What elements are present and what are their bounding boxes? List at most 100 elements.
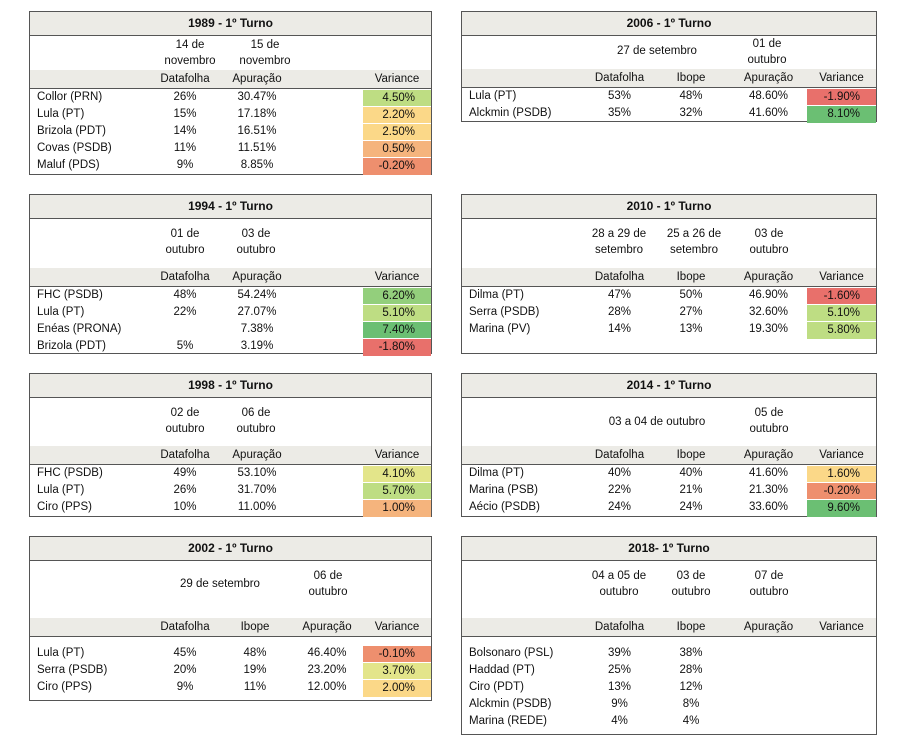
variance-cell: -0.10% bbox=[363, 645, 431, 663]
candidate-cell: Brizola (PDT) bbox=[37, 340, 107, 352]
variance-cell: 5.10% bbox=[363, 304, 431, 322]
variance-cell: -1.80% bbox=[363, 338, 431, 356]
date-header: 25 a 26 de setembro bbox=[666, 228, 722, 256]
candidate-cell: FHC (PSDB) bbox=[37, 467, 103, 479]
apuracao-cell: 21.30% bbox=[748, 484, 788, 496]
apuracao-cell: 7.38% bbox=[240, 323, 274, 335]
date-header: 15 de novembro bbox=[239, 39, 291, 67]
date-header: 02 de outubro bbox=[165, 407, 205, 435]
apuracao-cell: 32.60% bbox=[748, 306, 788, 318]
apuracao-cell: 30.47% bbox=[237, 91, 277, 103]
datafolha-cell: 35% bbox=[607, 107, 632, 119]
variance-cell: 2.20% bbox=[363, 106, 431, 124]
table-row: Haddad (PT) 25% 28% bbox=[462, 662, 876, 679]
table-row: Lula (PT) 15% 17.18% 2.20% bbox=[30, 106, 431, 124]
table-1994: 1994 - 1º Turno 01 de outubro 03 de outu… bbox=[29, 194, 432, 356]
variance-cell: 0.50% bbox=[363, 140, 431, 158]
table-row: Serra (PSDB) 20% 19% 23.20% 3.70% bbox=[30, 662, 431, 680]
ibope-cell: 48% bbox=[243, 647, 267, 659]
column-header-row: Datafolha Ibope Apuração Variance bbox=[30, 618, 431, 637]
candidate-cell: Serra (PSDB) bbox=[37, 664, 108, 676]
ibope-cell: 24% bbox=[679, 501, 703, 513]
col-apuracao: Apuração bbox=[232, 449, 282, 461]
table-row: Maluf (PDS) 9% 8.85% -0.20% bbox=[30, 157, 431, 175]
variance-cell: 5.10% bbox=[807, 304, 876, 322]
candidate-cell: Marina (PSB) bbox=[469, 484, 539, 496]
apuracao-cell: 41.60% bbox=[748, 107, 788, 119]
candidate-cell: Collor (PRN) bbox=[37, 91, 103, 103]
table-title: 2002 - 1º Turno bbox=[30, 537, 431, 561]
apuracao-cell: 46.90% bbox=[748, 289, 788, 301]
variance-cell: 7.40% bbox=[363, 321, 431, 339]
apuracao-cell: 33.60% bbox=[748, 501, 788, 513]
candidate-cell: Haddad (PT) bbox=[469, 664, 535, 676]
datafolha-cell: 53% bbox=[607, 90, 632, 102]
candidate-cell: Ciro (PDT) bbox=[469, 681, 524, 693]
date-header: 05 de outubro bbox=[749, 407, 789, 435]
variance-cell: 9.60% bbox=[807, 499, 876, 517]
date-header: 03 de outubro bbox=[236, 228, 276, 256]
candidate-cell: Alckmin (PSDB) bbox=[469, 698, 552, 710]
table-row: Covas (PSDB) 11% 11.51% 0.50% bbox=[30, 140, 431, 158]
candidate-cell: Lula (PT) bbox=[469, 90, 517, 102]
col-variance: Variance bbox=[374, 449, 420, 461]
column-header-row: Datafolha Apuração Variance bbox=[30, 268, 431, 287]
variance-cell: -0.20% bbox=[807, 482, 876, 500]
table-row: Lula (PT) 26% 31.70% 5.70% bbox=[30, 482, 431, 500]
apuracao-cell: 27.07% bbox=[237, 306, 277, 318]
col-ibope: Ibope bbox=[676, 449, 706, 461]
candidate-cell: Marina (PV) bbox=[469, 323, 531, 335]
table-row: Marina (REDE) 4% 4% bbox=[462, 713, 876, 730]
candidate-cell: Serra (PSDB) bbox=[469, 306, 540, 318]
col-datafolha: Datafolha bbox=[594, 271, 645, 283]
date-header: 29 de setembro bbox=[180, 578, 260, 590]
apuracao-cell: 19.30% bbox=[748, 323, 788, 335]
col-datafolha: Datafolha bbox=[594, 449, 645, 461]
table-row: Lula (PT) 53% 48% 48.60% -1.90% bbox=[462, 88, 876, 106]
datafolha-cell: 9% bbox=[611, 698, 628, 710]
col-datafolha: Datafolha bbox=[594, 72, 645, 84]
table-row: Alckmin (PSDB) 9% 8% bbox=[462, 696, 876, 713]
table-row: Ciro (PPS) 10% 11.00% 1.00% bbox=[30, 499, 431, 517]
ibope-cell: 32% bbox=[679, 107, 703, 119]
table-row: Alckmin (PSDB) 35% 32% 41.60% 8.10% bbox=[462, 105, 876, 123]
datafolha-cell: 22% bbox=[173, 306, 197, 318]
candidate-cell: Marina (REDE) bbox=[469, 715, 547, 727]
datafolha-cell: 25% bbox=[607, 664, 632, 676]
datafolha-cell: 45% bbox=[173, 647, 197, 659]
table-1998: 1998 - 1º Turno 02 de outubro 06 de outu… bbox=[29, 373, 432, 517]
col-apuracao: Apuração bbox=[743, 271, 794, 283]
datafolha-cell: 47% bbox=[607, 289, 632, 301]
datafolha-cell: 13% bbox=[607, 681, 632, 693]
variance-cell: 5.80% bbox=[807, 321, 876, 339]
col-variance: Variance bbox=[374, 621, 420, 633]
datafolha-cell: 9% bbox=[176, 159, 194, 171]
table-2002: 2002 - 1º Turno 29 de setembro 06 de out… bbox=[29, 536, 432, 701]
col-datafolha: Datafolha bbox=[160, 449, 210, 461]
variance-cell: 3.70% bbox=[363, 662, 431, 680]
ibope-cell: 40% bbox=[679, 467, 703, 479]
datafolha-cell: 49% bbox=[173, 467, 197, 479]
ibope-cell: 50% bbox=[679, 289, 703, 301]
candidate-cell: Alckmin (PSDB) bbox=[469, 107, 552, 119]
table-row: Lula (PT) 45% 48% 46.40% -0.10% bbox=[30, 645, 431, 663]
datafolha-cell: 40% bbox=[607, 467, 632, 479]
column-header-row: Datafolha Ibope Apuração Variance bbox=[462, 69, 876, 88]
datafolha-cell: 39% bbox=[607, 647, 632, 659]
datafolha-cell: 15% bbox=[173, 108, 197, 120]
col-datafolha: Datafolha bbox=[160, 271, 210, 283]
variance-cell: 5.70% bbox=[363, 482, 431, 500]
table-title: 2006 - 1º Turno bbox=[462, 12, 876, 36]
apuracao-cell: 46.40% bbox=[307, 647, 347, 659]
table-title: 2010 - 1º Turno bbox=[462, 195, 876, 219]
col-variance: Variance bbox=[374, 73, 420, 85]
apuracao-cell: 23.20% bbox=[307, 664, 347, 676]
variance-cell: 2.00% bbox=[363, 679, 431, 697]
ibope-cell: 4% bbox=[682, 715, 700, 727]
apuracao-cell: 16.51% bbox=[237, 125, 277, 137]
date-header: 06 de outubro bbox=[236, 407, 276, 435]
datafolha-cell: 26% bbox=[173, 91, 197, 103]
table-title: 2018- 1º Turno bbox=[462, 537, 876, 561]
table-row: Dilma (PT) 47% 50% 46.90% -1.60% bbox=[462, 287, 876, 305]
apuracao-cell: 11.51% bbox=[237, 142, 277, 154]
